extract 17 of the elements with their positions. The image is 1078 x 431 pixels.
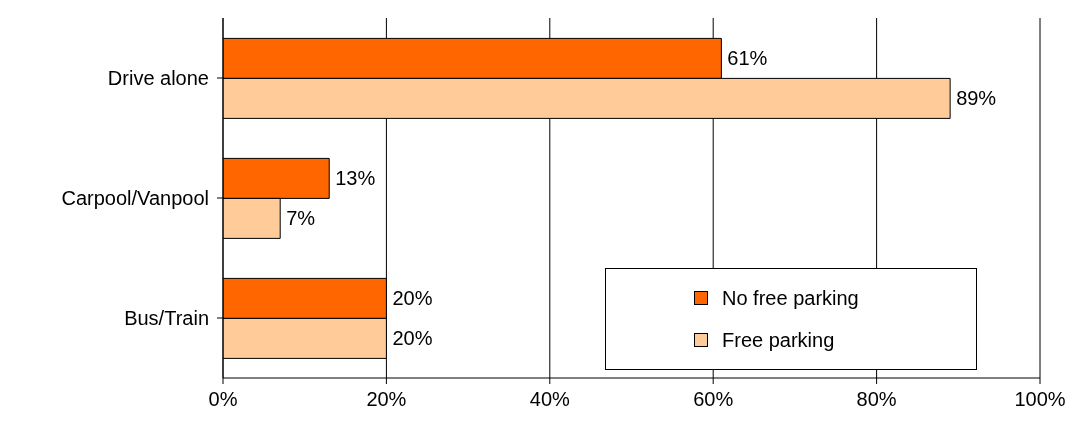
x-tick-label: 100%: [1014, 388, 1066, 411]
x-tick-label: 80%: [856, 388, 897, 411]
data-label: 13%: [335, 167, 376, 190]
data-label: 20%: [392, 287, 433, 310]
y-tick-label: Drive alone: [107, 67, 209, 90]
x-tick-label: 40%: [529, 388, 571, 411]
data-label: 20%: [392, 327, 433, 350]
data-label: 61%: [727, 47, 768, 70]
data-label: 89%: [956, 87, 997, 110]
y-tick-label: Bus/Train: [124, 307, 209, 330]
legend-label: Free parking: [722, 328, 835, 352]
data-label: 7%: [286, 207, 316, 230]
x-tick-label: 0%: [208, 388, 238, 411]
y-tick-label: Carpool/Vanpool: [61, 187, 209, 210]
x-tick-label: 60%: [693, 388, 734, 411]
x-tick-label: 20%: [366, 388, 407, 411]
legend-label: No free parking: [722, 286, 859, 310]
